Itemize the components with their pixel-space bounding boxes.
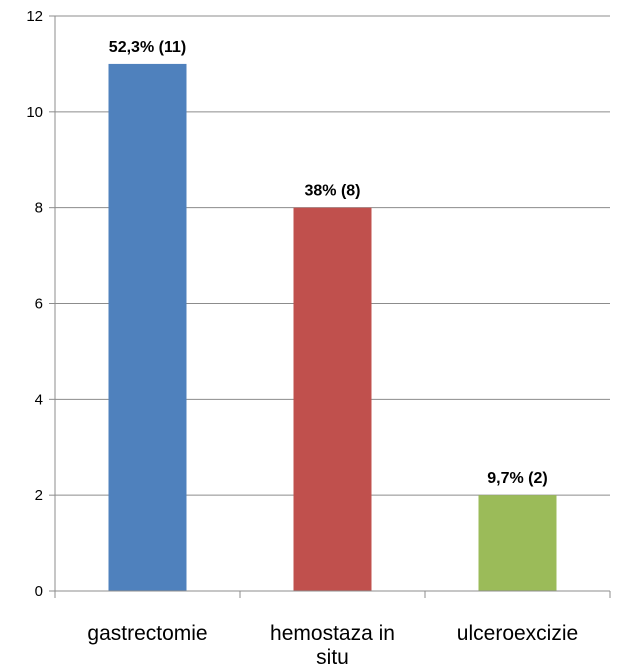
y-tick-label: 6 [35,296,43,313]
category-label-line: hemostaza in [270,622,395,645]
data-label: 52,3% (11) [109,39,186,56]
y-tick-label: 4 [35,391,43,408]
data-label: 38% (8) [304,183,360,200]
data-label: 9,7% (2) [487,470,547,487]
y-tick-label: 8 [35,200,43,217]
y-tick-label: 12 [26,8,43,25]
y-tick-label: 0 [35,583,43,600]
labels: 0 2 4 6 8 10 12 52,3% (11) gastrectomie 38% (8) he… [26,8,578,669]
category-label-line: ulceroexcizie [457,622,578,645]
y-tick-label: 2 [35,487,43,504]
bar [478,495,557,591]
axes [49,15,611,598]
bars [108,63,557,591]
y-tick-label: 10 [26,104,43,121]
category-label-line: situ [316,646,349,666]
category-label: hemostaza in situ [270,622,395,666]
bar [293,207,372,591]
category-label: ulceroexcizie [457,622,578,645]
category-label: gastrectomie [87,622,207,645]
bar [108,63,187,591]
category-label-line: gastrectomie [87,622,207,645]
